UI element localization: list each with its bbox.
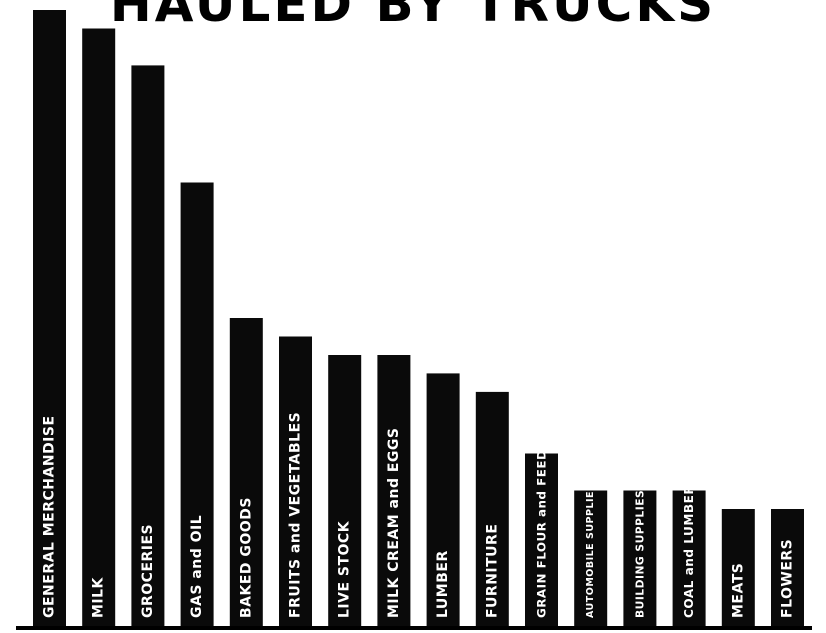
bar-7	[377, 355, 411, 626]
bars-group: GENERAL MERCHANDISE MILK GROCERIES GAS and …	[33, 10, 804, 626]
bar-13	[672, 490, 706, 626]
bar-label-10: GRAIN FLOUR and FEED	[535, 450, 549, 618]
bar-15	[771, 509, 804, 626]
bar-label-13: COAL and LUMBER	[682, 485, 696, 618]
bar-9	[475, 391, 509, 626]
bar-5	[279, 336, 312, 626]
bar-12	[623, 490, 657, 626]
bar-label-14: MEATS	[730, 563, 746, 618]
bar-14	[721, 509, 755, 626]
bar-6	[328, 355, 362, 626]
bar-label-9: FURNITURE	[484, 524, 500, 618]
bar-label-4: BAKED GOODS	[238, 497, 254, 618]
bar-3	[180, 182, 214, 626]
bar-label-11: AUTOMOBILE SUPPLIES	[585, 484, 596, 618]
bar-0	[33, 10, 66, 626]
bar-1	[82, 28, 116, 626]
bar-label-8: LUMBER	[435, 550, 451, 618]
bar-label-2: GROCERIES	[140, 524, 156, 618]
bar-4	[229, 318, 263, 626]
bar-8	[426, 373, 460, 626]
bar-label-6: LIVE STOCK	[337, 520, 353, 618]
bar-label-7: MILK CREAM and EGGS	[386, 428, 402, 618]
bar-label-3: GAS and OIL	[189, 515, 205, 618]
bar-2	[131, 65, 165, 626]
bar-label-12: BUILDING SUPPLIES	[633, 490, 646, 618]
bar-label-5: FRUITS and VEGETABLES	[288, 412, 304, 618]
bar-11	[574, 490, 608, 626]
bar-label-1: MILK	[91, 576, 107, 618]
bar-10	[525, 453, 558, 626]
bar-label-15: FLOWERS	[780, 539, 796, 618]
chart-title: HAULED BY TRUCKS	[109, 0, 717, 33]
bar-label-0: GENERAL MERCHANDISE	[42, 415, 58, 618]
